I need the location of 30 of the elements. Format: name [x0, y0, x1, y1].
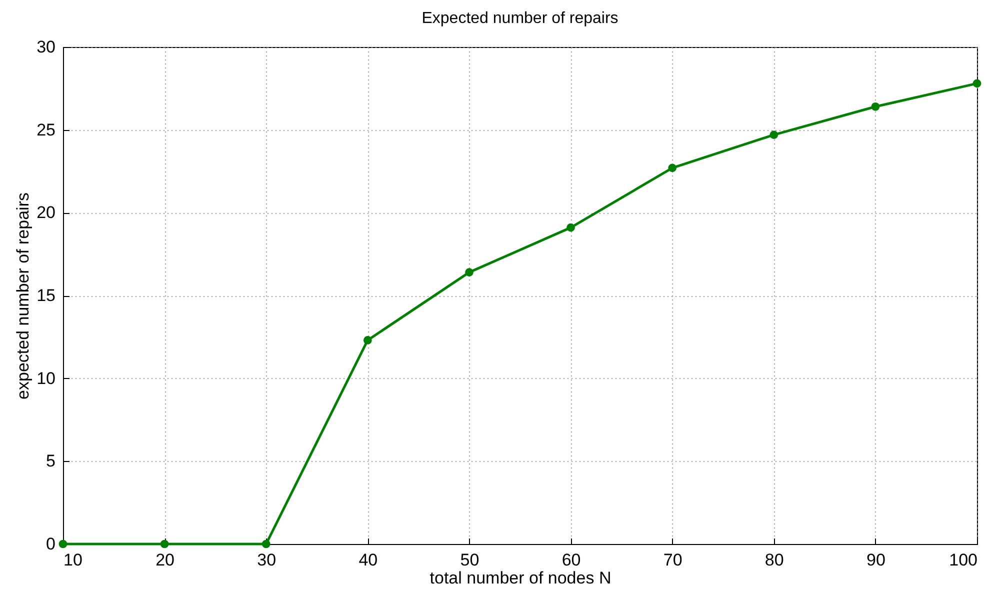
point: [972, 79, 982, 88]
y-tick-label: 15: [36, 286, 56, 305]
y-tick-label: 25: [36, 120, 56, 140]
point: [770, 130, 778, 139]
x-tick-label: 60: [562, 550, 581, 570]
x-tick-label: 30: [257, 550, 276, 570]
x-axis-title: total number of nodes N: [430, 568, 612, 588]
y-tick-label: 30: [36, 38, 56, 56]
x-tick-label: 20: [156, 550, 175, 570]
point: [668, 164, 677, 172]
y-tick-label: 10: [36, 368, 56, 388]
chart-title: Expected number of repairs: [422, 10, 618, 27]
x-tick-label: 70: [663, 550, 682, 570]
point: [363, 336, 372, 344]
point: [58, 540, 68, 548]
y-tick-label: 0: [46, 534, 56, 554]
x-tick-label: 90: [866, 550, 886, 570]
x-tick-label: 50: [460, 550, 480, 570]
point: [465, 268, 474, 276]
point: [566, 223, 575, 232]
x-tick-label: 100: [949, 550, 978, 570]
x-tick-label: 10: [64, 550, 82, 570]
point: [871, 102, 880, 111]
y-tick-label: 20: [36, 203, 56, 222]
y-tick-label: 5: [46, 452, 56, 471]
y-axis-title: expected number of repairs: [14, 192, 33, 400]
point: [160, 540, 169, 548]
x-tick-label: 80: [764, 550, 784, 570]
point: [262, 540, 270, 548]
x-tick-label: 40: [358, 550, 378, 570]
